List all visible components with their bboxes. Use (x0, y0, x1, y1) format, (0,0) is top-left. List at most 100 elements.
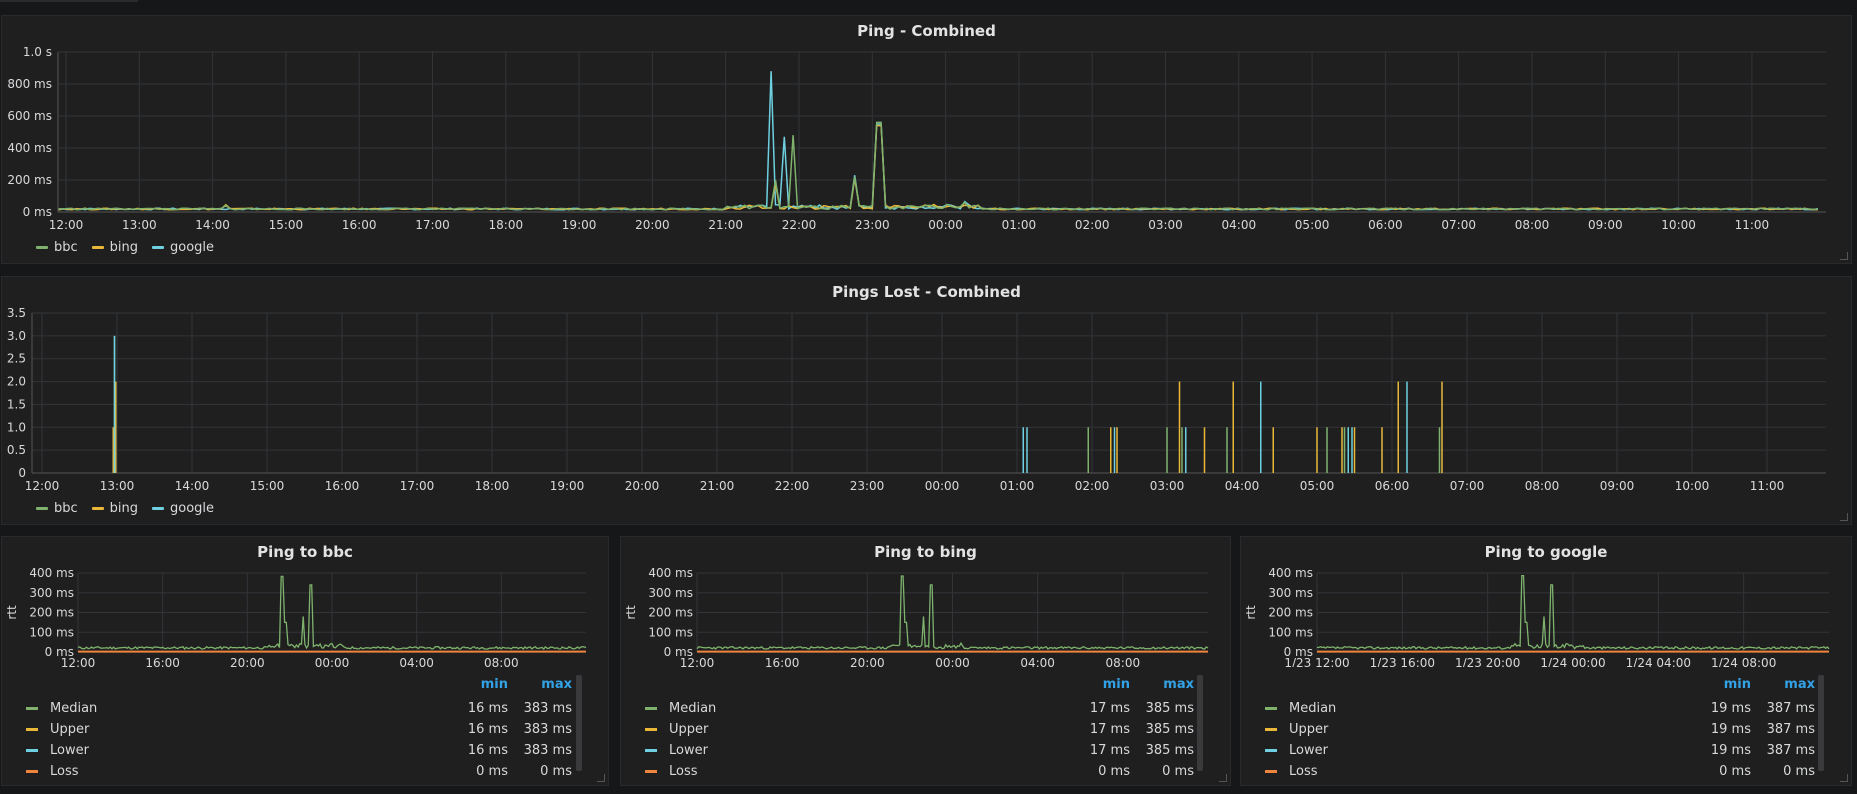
legend-item-bing[interactable]: bing (91, 501, 139, 516)
legend-item-bbc[interactable]: bbc (36, 240, 78, 255)
y-tick-label: 600 ms (7, 109, 52, 123)
legend-row-upper[interactable]: Upper 16 ms 383 ms (26, 719, 574, 740)
legend-row-lower[interactable]: Lower 16 ms 383 ms (26, 740, 574, 761)
x-tick-label: 04:00 (1222, 218, 1257, 232)
ping-combined-chart: 0 ms 200 ms 400 ms 600 ms 800 ms 1.0 s 12:00 13… (7, 45, 1826, 232)
resize-handle[interactable] (1840, 774, 1848, 782)
scrollbar[interactable] (576, 675, 582, 771)
legend-item-google[interactable]: google (152, 501, 214, 516)
legend-row-lower[interactable]: Lower 19 ms 387 ms (1265, 740, 1817, 761)
resize-handle[interactable] (1219, 774, 1227, 782)
series-name: Median (50, 701, 98, 716)
x-tick-label: 16:00 (145, 656, 180, 667)
value-min: 19 ms (1710, 743, 1751, 758)
x-tick-label: 23:00 (855, 218, 890, 232)
legend-swatch (1265, 728, 1277, 731)
legend-row-loss[interactable]: Loss 0 ms 0 ms (26, 761, 574, 782)
series-name: Lower (1289, 743, 1328, 758)
legend-row-loss[interactable]: Loss 0 ms 0 ms (645, 761, 1196, 782)
legend-row-loss[interactable]: Loss 0 ms 0 ms (1265, 761, 1817, 782)
legend-swatch (1265, 749, 1277, 752)
legend-swatch (645, 749, 657, 752)
x-tick-label: 15:00 (269, 218, 304, 232)
x-tick-label: 04:00 (399, 656, 434, 667)
x-tick-label: 22:00 (782, 218, 817, 232)
x-tick-label: 1/23 12:00 (1284, 656, 1349, 667)
panel-ping-combined: Ping - Combined 0 ms 200 ms 400 ms 600 ms 80… (1, 15, 1852, 264)
panel-title[interactable]: Ping to bbc (257, 543, 353, 561)
value-min: 16 ms (467, 722, 508, 737)
value-min: 17 ms (1089, 743, 1130, 758)
x-tick-label: 08:00 (1525, 479, 1560, 493)
series-name: Loss (50, 764, 79, 779)
value-min: 16 ms (467, 701, 508, 716)
legend-swatch (91, 246, 104, 249)
top-tab[interactable] (0, 0, 138, 2)
y-axis-label: rtt (624, 605, 638, 620)
x-tick-label: 16:00 (325, 479, 360, 493)
x-tick-label: 1/24 00:00 (1540, 656, 1605, 667)
y-tick-label: 0 ms (23, 205, 52, 219)
panel-ping-bbc: Ping to bbc 0 ms 100 ms 200 ms 300 ms 400 ms… (1, 536, 609, 786)
resize-handle[interactable] (1840, 513, 1848, 521)
legend-table: min max Median 16 ms 383 ms Upper 16 ms 383 ms L… (2, 537, 610, 787)
col-header-max[interactable]: max (541, 677, 572, 692)
x-tick-label: 11:00 (1750, 479, 1785, 493)
panel-title[interactable]: Ping to bing (874, 543, 977, 561)
legend-row-lower[interactable]: Lower 17 ms 385 ms (645, 740, 1196, 761)
x-tick-label: 12:00 (61, 656, 96, 667)
resize-handle[interactable] (1840, 252, 1848, 260)
legend-row-median[interactable]: Median 17 ms 385 ms (645, 698, 1196, 719)
series-name: Loss (1289, 764, 1318, 779)
legend-label: bing (109, 501, 139, 516)
legend-row-median[interactable]: Median 16 ms 383 ms (26, 698, 574, 719)
x-tick-label: 12:00 (25, 479, 60, 493)
value-max: 0 ms (540, 764, 572, 779)
series-name: Loss (669, 764, 698, 779)
y-tick-label: 1.0 s (23, 45, 52, 59)
value-max: 385 ms (1145, 722, 1194, 737)
legend-label: bbc (54, 240, 78, 255)
y-tick-label: 0.5 (7, 443, 26, 457)
value-max: 0 ms (1162, 764, 1194, 779)
scrollbar[interactable] (1818, 675, 1824, 771)
col-header-min[interactable]: min (480, 677, 508, 692)
legend-row-median[interactable]: Median 19 ms 387 ms (1265, 698, 1817, 719)
col-header-max[interactable]: max (1163, 677, 1194, 692)
legend-item-bbc[interactable]: bbc (36, 501, 78, 516)
panel-ping-google: Ping to google 0 ms 100 ms 200 ms 300 ms 400… (1240, 536, 1852, 786)
x-tick-label: 02:00 (1075, 479, 1110, 493)
legend-swatch (36, 507, 48, 510)
col-header-min[interactable]: min (1723, 677, 1751, 692)
x-tick-label: 10:00 (1661, 218, 1696, 232)
legend-table: min max Median 17 ms 385 ms Upper 17 ms 385 ms L… (621, 537, 1232, 787)
x-tick-label: 05:00 (1295, 218, 1330, 232)
resize-handle[interactable] (597, 774, 605, 782)
x-tick-label: 16:00 (765, 656, 800, 667)
x-tick-label: 01:00 (1000, 479, 1035, 493)
legend-row-upper[interactable]: Upper 19 ms 387 ms (1265, 719, 1817, 740)
x-tick-label: 03:00 (1148, 218, 1183, 232)
legend-swatch (645, 770, 657, 773)
x-tick-label: 13:00 (122, 218, 157, 232)
value-max: 383 ms (523, 701, 572, 716)
legend-swatch (26, 707, 38, 710)
y-tick-label: 800 ms (7, 77, 52, 91)
scrollbar[interactable] (1197, 675, 1203, 771)
col-header-min[interactable]: min (1102, 677, 1130, 692)
panel-title[interactable]: Pings Lost - Combined (832, 283, 1021, 301)
panel-title[interactable]: Ping to google (1484, 543, 1608, 561)
y-tick-label: 1.0 (7, 420, 26, 434)
x-tick-label: 02:00 (1075, 218, 1110, 232)
legend-item-google[interactable]: google (152, 240, 214, 255)
legend-item-bing[interactable]: bing (91, 240, 138, 255)
panel-title[interactable]: Ping - Combined (857, 22, 996, 40)
x-tick-label: 07:00 (1450, 479, 1485, 493)
x-tick-label: 18:00 (475, 479, 510, 493)
legend-label: google (170, 501, 215, 516)
col-header-max[interactable]: max (1784, 677, 1815, 692)
value-max: 383 ms (523, 722, 572, 737)
x-tick-label: 14:00 (175, 479, 210, 493)
legend-row-upper[interactable]: Upper 17 ms 385 ms (645, 719, 1196, 740)
value-max: 387 ms (1766, 701, 1815, 716)
